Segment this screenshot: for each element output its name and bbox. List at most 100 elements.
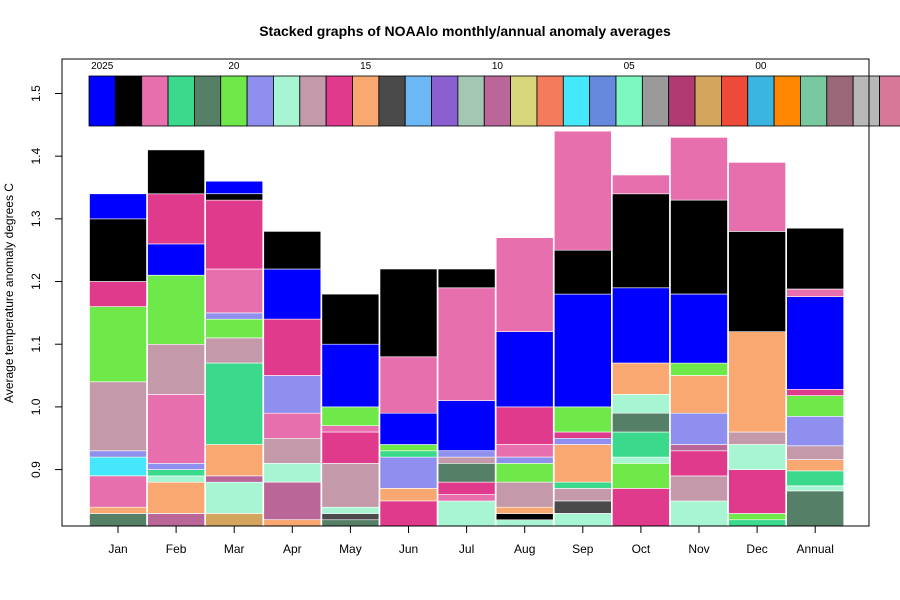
bar-segment-dec-0 [728, 519, 786, 527]
bar-segment-mar-6 [205, 318, 263, 339]
bar-segment-mar-9 [205, 199, 263, 270]
bar-segment-jun-6 [379, 356, 438, 414]
x-tick-label-jun: Jun [399, 542, 418, 556]
bar-segment-dec-2 [728, 469, 786, 514]
bar-segment-annual-9 [786, 288, 845, 297]
bar-segment-sep-7 [553, 406, 612, 433]
bar-segment-mar-11 [205, 180, 263, 194]
legend-swatch-2020 [220, 75, 248, 127]
bar-segment-aug-0 [495, 519, 554, 527]
bar-segment-oct-6 [612, 362, 670, 395]
bar-segment-jul-4 [437, 456, 496, 464]
bar-segment-jan-6 [89, 306, 147, 383]
bar-segment-may-7 [321, 343, 380, 408]
bar-segment-annual-10 [786, 227, 845, 290]
bar-segment-apr-1 [263, 481, 322, 521]
legend-swatch-1998 [800, 75, 828, 127]
bar-segment-annual-6 [786, 395, 845, 417]
bar-segment-jul-8 [437, 268, 496, 289]
bar-segment-may-4 [321, 431, 380, 464]
bar-segment-jun-3 [379, 450, 438, 458]
bar-segment-annual-7 [786, 388, 845, 396]
bar-segment-jul-7 [437, 287, 496, 401]
bar-segment-apr-4 [263, 412, 322, 439]
legend-label-10: 10 [492, 61, 504, 72]
chart-title: Stacked graphs of NOAAlo monthly/annual … [259, 23, 671, 39]
bar-segment-sep-2 [553, 488, 612, 502]
bar-segment-jan-1 [89, 506, 147, 514]
bar-segment-jan-4 [89, 450, 147, 458]
bar-segment-nov-5 [670, 375, 728, 414]
bar-segment-apr-6 [263, 318, 322, 376]
bar-segment-aug-2 [495, 506, 554, 514]
bar-segment-oct-9 [612, 174, 670, 195]
bar-segment-nov-3 [670, 444, 728, 452]
bar-segment-oct-2 [612, 456, 670, 464]
bar-segment-nov-7 [670, 293, 728, 364]
bar-segment-nov-0 [670, 500, 728, 527]
bar-segment-oct-1 [612, 462, 670, 489]
bar-segment-oct-5 [612, 394, 670, 414]
bar-segment-apr-8 [263, 231, 322, 270]
bar-segment-mar-0 [205, 513, 263, 527]
legend-swatch-2021 [193, 75, 222, 127]
bar-segment-feb-2 [147, 475, 205, 483]
bar-segment-apr-3 [263, 437, 322, 464]
bar-segment-feb-10 [147, 149, 205, 195]
legend-swatch-2014 [378, 75, 406, 127]
bar-segment-jan-0 [89, 513, 147, 527]
legend-swatch-2009 [510, 75, 538, 127]
bar-segment-may-3 [321, 462, 380, 508]
legend-label-15: 15 [360, 61, 372, 72]
bar-segment-feb-8 [147, 243, 205, 276]
bar-segment-aug-1 [495, 513, 554, 521]
legend-label-00: 00 [755, 61, 767, 72]
bar-segment-nov-2 [670, 450, 728, 477]
bar-segment-sep-8 [553, 293, 612, 408]
legend-swatch-2022 [167, 75, 195, 127]
y-tick-label-0.9: 0.9 [29, 461, 43, 478]
bar-segment-jul-5 [437, 450, 496, 458]
bar-segment-annual-3 [786, 459, 845, 472]
legend-swatch-2019 [246, 75, 274, 127]
bar-segment-annual-4 [786, 445, 845, 460]
bar-segment-may-5 [321, 425, 380, 433]
legend-swatch-2016 [325, 75, 353, 127]
y-tick-label-1.4: 1.4 [29, 148, 43, 165]
x-tick-label-may: May [339, 542, 362, 556]
bar-segment-feb-5 [147, 394, 205, 464]
bar-segment-apr-0 [263, 519, 322, 527]
bar-segment-jun-7 [379, 268, 438, 358]
plot-area: Jan Feb Mar Apr May Jun Jul Aug Sep Oct Nov Dec Annu… [29, 58, 900, 556]
bar-segment-sep-5 [553, 437, 612, 445]
bar-segment-jul-3 [437, 462, 496, 483]
bar-segment-feb-4 [147, 462, 205, 470]
bar-segment-aug-3 [495, 481, 554, 508]
bar-segment-dec-7 [728, 162, 786, 232]
bar-segment-jun-2 [379, 456, 438, 489]
legend-swatch-2012 [431, 75, 459, 127]
bar-segment-jan-5 [89, 381, 147, 452]
legend-swatch-2025 [88, 75, 116, 127]
bar-segment-oct-8 [612, 193, 670, 289]
bar-segment-mar-4 [205, 362, 263, 445]
legend-swatch-2003 [668, 75, 696, 127]
bar-segment-jan-8 [89, 218, 147, 282]
legend-swatch-2010 [483, 75, 512, 127]
bar-segment-mar-10 [205, 193, 263, 201]
x-tick-label-aug: Aug [514, 542, 535, 556]
legend-swatch-2008 [536, 75, 564, 127]
legend-label-2025: 2025 [91, 61, 114, 72]
legend-swatch-2005 [615, 75, 643, 127]
bar-segment-dec-4 [728, 431, 786, 445]
legend-swatch-1995 [879, 75, 900, 127]
bar-segment-feb-9 [147, 193, 205, 245]
bar-segment-jul-6 [437, 400, 496, 452]
bar-segment-jan-2 [89, 475, 147, 508]
bar-segment-annual-5 [786, 415, 845, 447]
legend-swatch-2017 [299, 75, 327, 127]
bar-segment-annual-0 [786, 490, 845, 527]
bar-segment-aug-9 [495, 237, 554, 332]
legend-swatch-2015 [352, 75, 380, 127]
bar-segment-feb-0 [147, 513, 205, 527]
